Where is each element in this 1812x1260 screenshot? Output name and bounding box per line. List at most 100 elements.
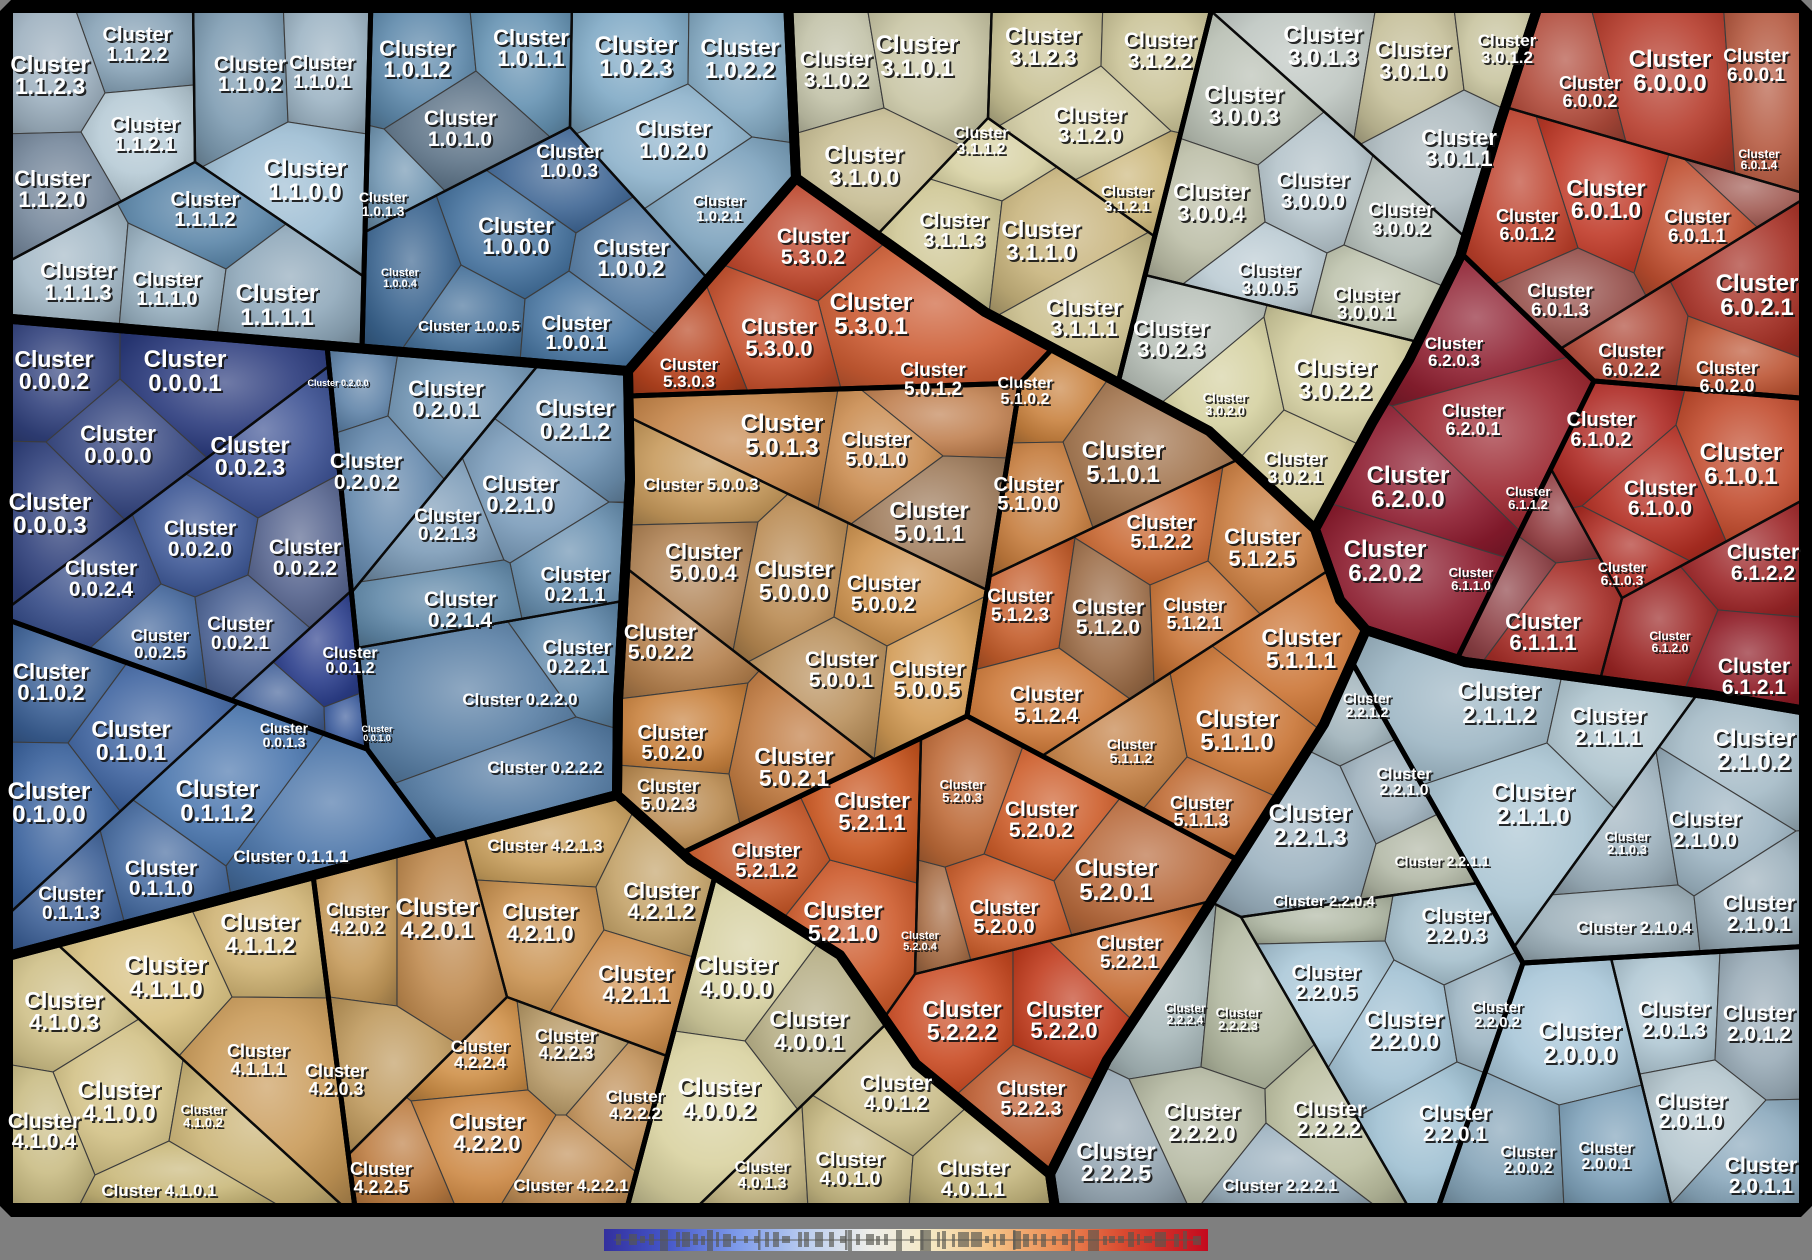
svg-text:Cluster 4.2.1.3: Cluster 4.2.1.3 (487, 836, 602, 855)
svg-text:Cluster 5.0.0.3: Cluster 5.0.0.3 (643, 475, 758, 494)
svg-text:Cluster 0.2.0.0: Cluster 0.2.0.0 (307, 378, 368, 388)
svg-text:Cluster 0.2.2.0: Cluster 0.2.2.0 (462, 690, 577, 709)
svg-text:Cluster 4.1.0.1: Cluster 4.1.0.1 (101, 1181, 216, 1200)
svg-text:Cluster 2.2.0.4: Cluster 2.2.0.4 (1273, 893, 1375, 910)
svg-text:Cluster 2.1.0.4: Cluster 2.1.0.4 (1576, 918, 1692, 937)
svg-text:Cluster 2.2.2.1: Cluster 2.2.2.1 (1222, 1176, 1337, 1195)
